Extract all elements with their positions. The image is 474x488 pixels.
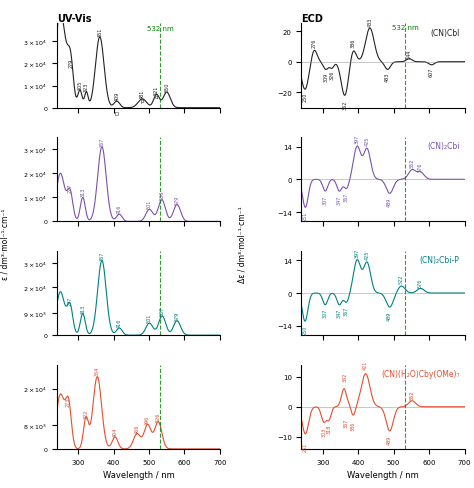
Text: 303: 303	[321, 427, 326, 436]
Text: UV-Vis: UV-Vis	[57, 14, 91, 23]
Text: 522: 522	[399, 274, 404, 283]
Text: 305: 305	[77, 81, 82, 90]
Text: 318: 318	[327, 423, 332, 433]
Text: 532 nm: 532 nm	[392, 25, 419, 31]
Text: 251: 251	[303, 441, 308, 450]
Text: 576: 576	[418, 278, 423, 288]
Text: 481: 481	[140, 89, 145, 99]
Text: α: α	[155, 95, 158, 100]
Text: 421: 421	[363, 360, 368, 369]
Text: 483: 483	[385, 73, 390, 82]
Text: 466: 466	[135, 424, 139, 433]
Text: 250: 250	[302, 325, 308, 334]
Text: 579: 579	[174, 195, 180, 204]
Text: 416: 416	[117, 318, 122, 327]
Text: 544: 544	[407, 49, 412, 59]
Text: 309: 309	[323, 73, 328, 81]
Text: 496: 496	[145, 414, 150, 424]
X-axis label: Wavelength / nm: Wavelength / nm	[102, 470, 174, 479]
Text: 536: 536	[159, 190, 164, 200]
Text: 501: 501	[147, 200, 152, 209]
Text: 362: 362	[342, 372, 347, 382]
Text: 386: 386	[351, 39, 356, 48]
Text: 489: 489	[387, 435, 392, 445]
Text: 367: 367	[344, 306, 349, 316]
Text: 433: 433	[367, 18, 373, 27]
Text: 307: 307	[323, 308, 328, 318]
Text: 425: 425	[365, 250, 370, 260]
Text: 273: 273	[66, 396, 71, 406]
Text: (CN)(H₂O)Cby(OMe)₇: (CN)(H₂O)Cby(OMe)₇	[381, 369, 460, 378]
Text: 404: 404	[112, 427, 118, 436]
Text: 326: 326	[329, 71, 335, 81]
Text: 347: 347	[337, 308, 342, 318]
Text: 397: 397	[355, 248, 360, 257]
Text: 537: 537	[160, 306, 164, 315]
Text: ε / dm³·mol⁻¹·cm⁻¹: ε / dm³·mol⁻¹·cm⁻¹	[0, 208, 9, 280]
Text: β: β	[141, 99, 144, 104]
Text: 367: 367	[344, 417, 349, 427]
Text: 397: 397	[355, 135, 360, 144]
Text: 579: 579	[174, 311, 180, 320]
Text: 416: 416	[117, 204, 122, 214]
Text: 250: 250	[302, 92, 308, 102]
Text: 367: 367	[100, 251, 104, 260]
Text: 251: 251	[303, 211, 308, 221]
Text: 307: 307	[323, 195, 328, 204]
Text: 323: 323	[84, 83, 89, 92]
Text: 550: 550	[164, 83, 169, 92]
Text: D: D	[115, 112, 119, 117]
Text: 277: 277	[67, 183, 73, 192]
Text: 425: 425	[365, 137, 370, 146]
Text: 279: 279	[68, 59, 73, 68]
X-axis label: Wavelength / nm: Wavelength / nm	[347, 470, 419, 479]
Text: 276: 276	[312, 39, 317, 48]
Text: Δε / dm³·mol⁻¹·cm⁻¹: Δε / dm³·mol⁻¹·cm⁻¹	[237, 206, 246, 282]
Text: 576: 576	[418, 163, 423, 172]
Text: ECD: ECD	[301, 14, 323, 23]
Text: 552: 552	[410, 158, 415, 167]
Text: 386: 386	[351, 420, 356, 429]
Text: 347: 347	[337, 195, 342, 204]
Text: 532 nm: 532 nm	[147, 26, 174, 32]
Text: 362: 362	[342, 100, 347, 109]
Text: 322: 322	[83, 408, 89, 418]
Text: 361: 361	[97, 27, 102, 37]
Text: 552: 552	[410, 390, 415, 400]
Text: 313: 313	[80, 304, 85, 313]
Text: 367: 367	[100, 137, 104, 146]
Text: 489: 489	[387, 197, 392, 206]
Text: (CN)₂Cbi: (CN)₂Cbi	[427, 142, 460, 151]
Text: 409: 409	[114, 92, 119, 101]
Text: 277: 277	[67, 296, 73, 305]
Text: (CN)Cbl: (CN)Cbl	[430, 29, 460, 38]
Text: (CN)₂Cbi-P: (CN)₂Cbi-P	[420, 256, 460, 264]
Text: 489: 489	[387, 311, 392, 320]
Text: 313: 313	[80, 187, 85, 197]
Text: 367: 367	[344, 193, 349, 202]
Text: 607: 607	[429, 68, 434, 77]
Text: 354: 354	[95, 366, 100, 376]
Text: 526: 526	[156, 411, 161, 421]
Text: 501: 501	[147, 313, 152, 323]
Text: 521: 521	[154, 85, 159, 94]
